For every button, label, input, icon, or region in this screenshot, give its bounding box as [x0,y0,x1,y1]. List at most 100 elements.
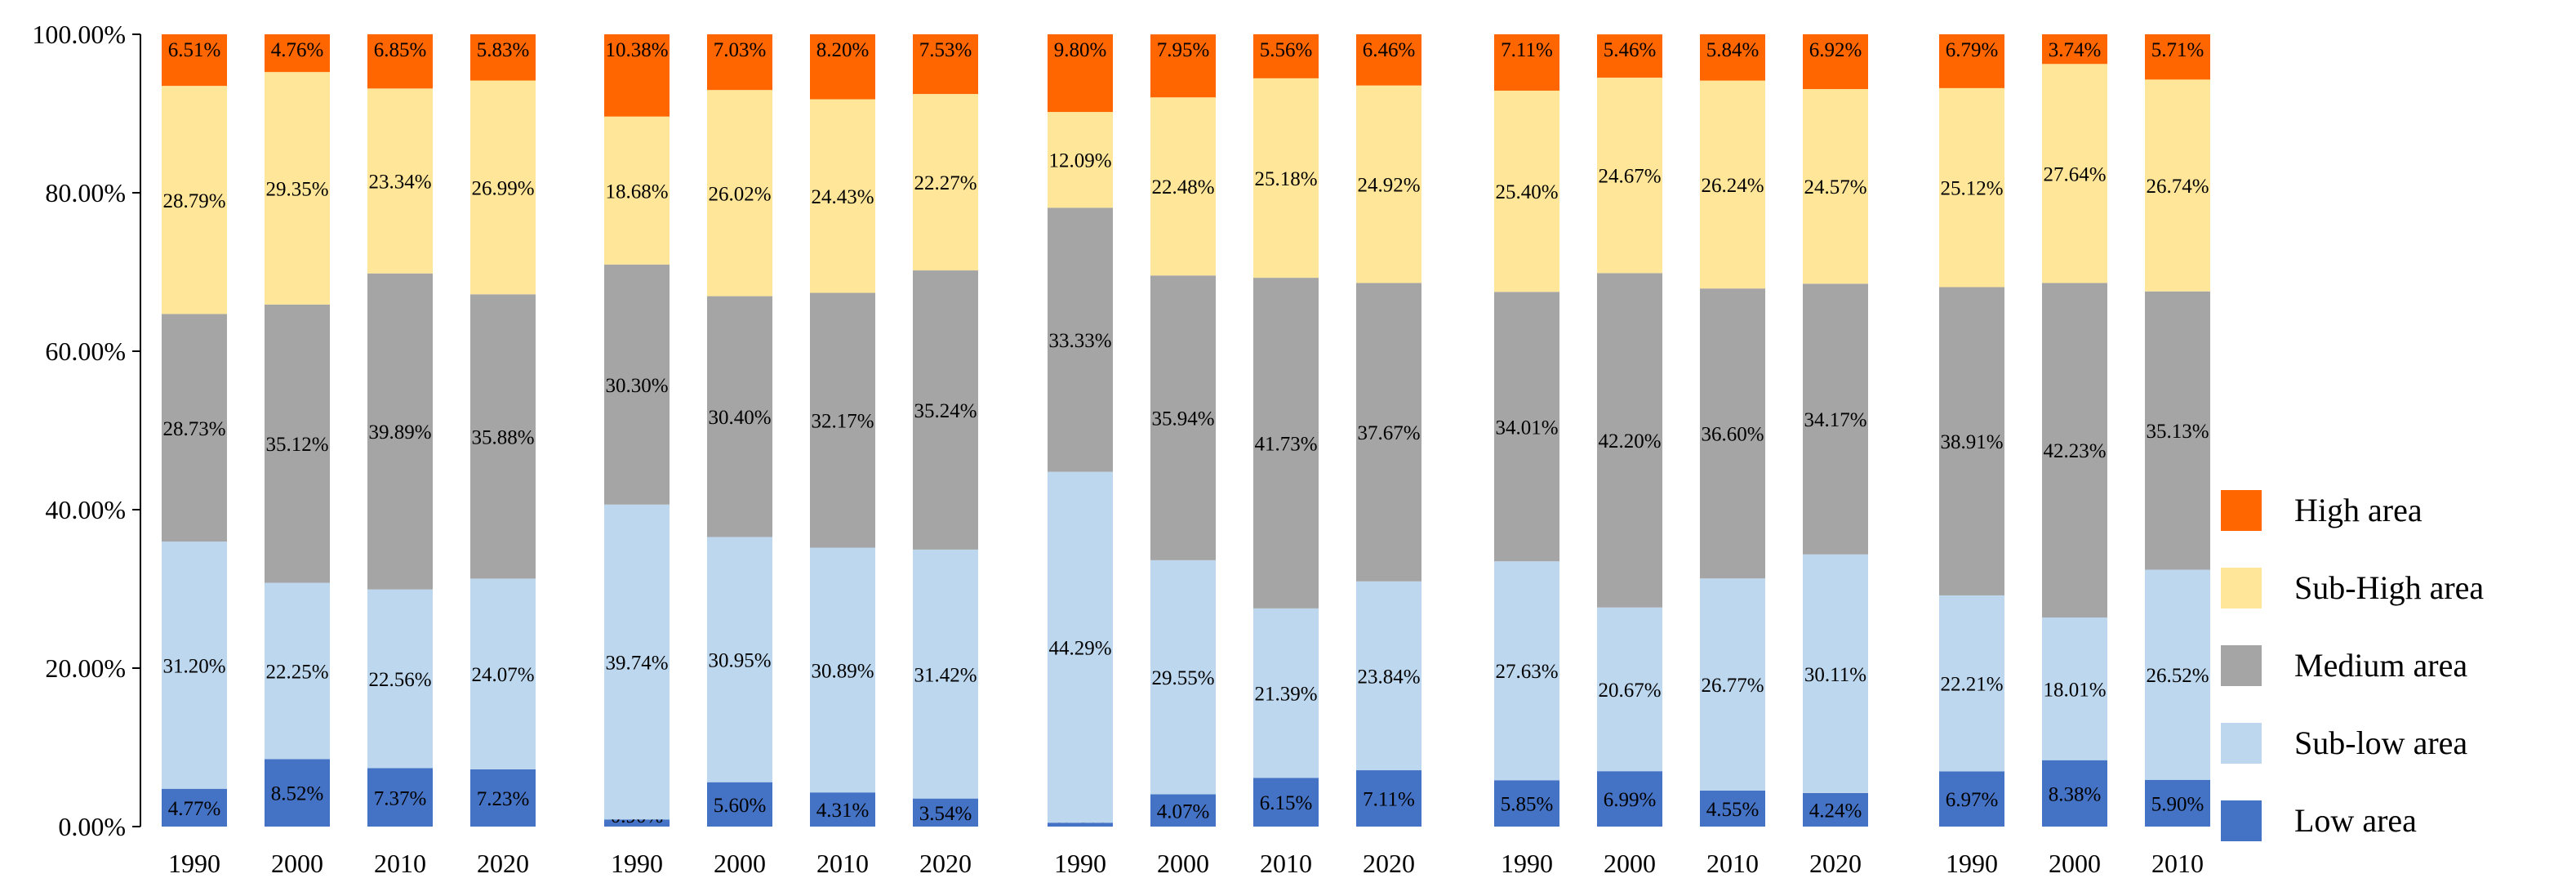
data-label-low-area-1: 8.52% [271,783,324,805]
x-tick-label: 2010 [1260,849,1312,878]
x-tick-label: 1990 [168,849,220,878]
bar-segment-sub-high-area-18 [2145,79,2210,292]
data-label-sub-low-area-6: 30.89% [811,660,874,682]
data-label-sub-high-area-12: 25.40% [1495,181,1558,203]
legend-swatch-low-area [2221,800,2262,841]
x-tick-label: 1990 [1501,849,1553,878]
bar-segment-high-area-14 [1700,34,1765,81]
data-label-sub-low-area-0: 31.20% [162,655,225,677]
data-label-high-area-2: 6.85% [374,39,427,61]
bar-segment-high-area-13 [1597,34,1662,78]
legend: High area Sub-High area Medium area Sub-low… [2221,490,2484,841]
bar-segment-sub-high-area-7 [913,94,978,271]
bar-segment-low-area-3 [470,769,536,827]
y-tick-label: 0.00% [58,812,126,841]
data-label-medium-area-8: 33.33% [1048,330,1111,352]
bar-segment-sub-high-area-11 [1356,85,1421,283]
bar-segment-sub-high-area-15 [1803,89,1868,284]
bar-segment-low-area-17 [2042,760,2107,827]
data-label-high-area-13: 5.46% [1604,39,1657,61]
data-label-low-area-18: 5.90% [2151,793,2205,815]
data-label-sub-high-area-10: 25.18% [1254,168,1317,190]
x-tick-label: 2000 [1157,849,1209,878]
bar-segment-sub-low-area-5 [707,537,772,782]
data-label-sub-low-area-3: 24.07% [471,664,534,686]
bar-segment-medium-area-8 [1048,207,1113,472]
x-tick-label: 2020 [1363,849,1415,878]
x-tick-label: 2000 [1604,849,1656,878]
data-label-high-area-18: 5.71% [2151,39,2205,61]
bar-segment-medium-area-7 [913,270,978,550]
x-tick-label: 1990 [1054,849,1106,878]
bar-segment-medium-area-9 [1150,275,1216,560]
bar-segment-sub-low-area-15 [1803,554,1868,793]
x-tick-label: 2010 [1706,849,1759,878]
data-label-low-area-14: 4.55% [1706,799,1760,821]
data-label-sub-high-area-9: 22.48% [1151,176,1214,198]
bar-segment-sub-low-area-10 [1253,608,1319,778]
bar-segment-high-area-15 [1803,33,1868,90]
y-axis: 0.00% 20.00% 40.00% 60.00% 80.00% 100.00% [32,20,141,841]
y-tick-label: 100.00% [32,20,126,49]
x-tick-label: 2020 [919,849,972,878]
bar-segment-medium-area-0 [162,314,227,542]
bar-segment-high-area-10 [1253,33,1319,78]
legend-swatch-sub-high-area [2221,568,2262,608]
bar-segment-sub-high-area-12 [1494,90,1559,292]
bars-layer: 4.77% 31.20% 28.73% 28.79% 6.51% 8.52% 22.25% 3… [162,33,2210,827]
bar-segment-high-area-9 [1150,34,1216,98]
data-label-high-area-0: 6.51% [168,39,221,61]
bar-segment-sub-high-area-6 [810,99,875,293]
x-tick-label: 2020 [1809,849,1862,878]
bar-segment-medium-area-13 [1597,273,1662,608]
bar-segment-sub-low-area-13 [1597,607,1662,772]
bar-segment-sub-low-area-11 [1356,581,1421,771]
data-label-medium-area-15: 34.17% [1804,409,1866,431]
data-label-sub-high-area-2: 23.34% [368,172,431,194]
bar-segment-sub-low-area-1 [265,582,330,760]
bar-segment-sub-high-area-14 [1700,80,1765,289]
data-label-low-area-6: 4.31% [816,800,870,822]
bar-segment-medium-area-17 [2042,283,2107,618]
bar-segment-low-area-4 [604,819,670,827]
bar-segment-low-area-1 [265,759,330,827]
bar-segment-high-area-18 [2145,34,2210,80]
bar-segment-medium-area-1 [265,304,330,583]
data-label-medium-area-12: 34.01% [1495,417,1558,439]
data-label-high-area-10: 5.56% [1260,39,1313,61]
bar-segment-medium-area-18 [2145,291,2210,570]
data-label-high-area-11: 6.46% [1363,39,1416,61]
data-label-sub-high-area-5: 26.02% [708,183,771,205]
bar-segment-low-area-7 [913,798,978,827]
data-label-sub-high-area-8: 12.09% [1048,150,1111,172]
legend-swatch-sub-low-area [2221,723,2262,764]
bar-segment-low-area-15 [1803,792,1868,827]
data-label-sub-low-area-4: 39.74% [605,653,668,675]
bar-segment-low-area-10 [1253,778,1319,827]
data-label-medium-area-10: 41.73% [1254,433,1317,455]
bar-segment-low-area-18 [2145,779,2210,827]
bar-segment-medium-area-10 [1253,278,1319,608]
bar-segment-medium-area-14 [1700,288,1765,579]
bar-segment-sub-low-area-3 [470,578,536,769]
data-label-medium-area-14: 36.60% [1701,424,1764,446]
data-label-high-area-3: 5.83% [477,39,530,61]
data-label-sub-low-area-14: 26.77% [1701,675,1764,697]
bar-segment-low-area-13 [1597,771,1662,827]
data-label-sub-low-area-17: 18.01% [2043,679,2106,701]
data-label-sub-low-area-13: 20.67% [1598,680,1661,702]
x-tick-label: 2010 [374,849,426,878]
data-label-low-area-7: 3.54% [919,803,972,825]
data-label-medium-area-3: 35.88% [471,426,534,448]
bar-segment-sub-low-area-17 [2042,617,2107,760]
data-label-sub-low-area-5: 30.95% [708,650,771,672]
data-label-low-area-16: 6.97% [1946,789,1999,811]
data-label-sub-low-area-12: 27.63% [1495,661,1558,683]
bar-segment-low-area-5 [707,782,772,827]
bar-segment-sub-low-area-8 [1048,471,1113,823]
data-label-high-area-12: 7.11% [1501,39,1553,61]
bar-segment-high-area-3 [470,34,536,81]
data-label-medium-area-16: 38.91% [1940,431,2003,453]
